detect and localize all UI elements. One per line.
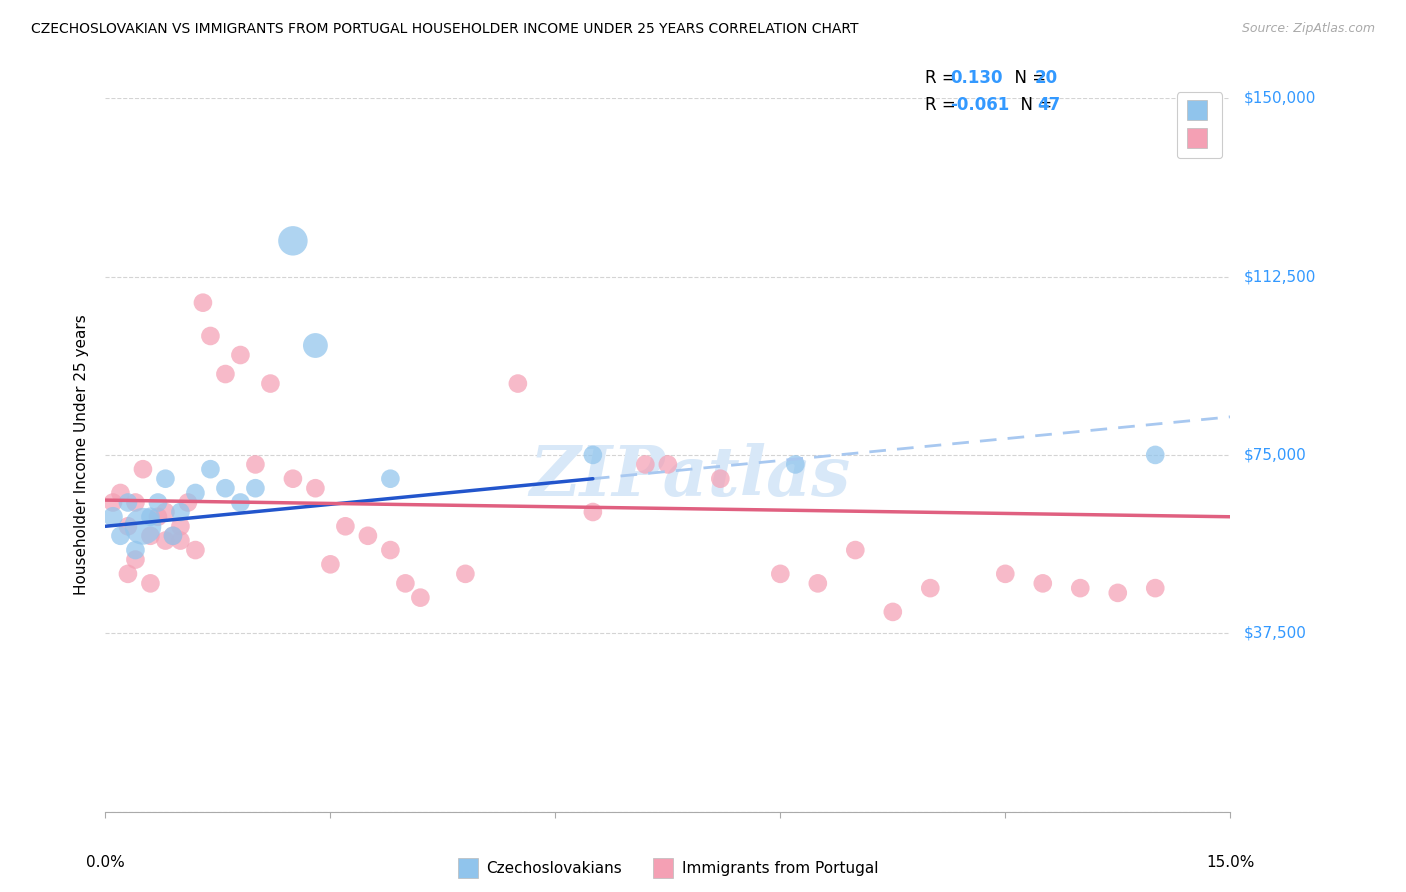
Text: 0.130: 0.130: [950, 70, 1002, 87]
Point: [200, 329, 222, 343]
Point: [184, 543, 207, 558]
Point: [380, 543, 402, 558]
Point: [177, 495, 200, 509]
Point: [394, 576, 416, 591]
Text: $150,000: $150,000: [1244, 91, 1316, 105]
Point: [155, 533, 177, 548]
Point: [357, 529, 380, 543]
Point: [506, 376, 529, 391]
Point: [582, 448, 605, 462]
Text: 20: 20: [1035, 70, 1057, 87]
Point: [200, 462, 222, 476]
Point: [169, 505, 191, 519]
Point: [281, 472, 304, 486]
Point: [184, 486, 207, 500]
Point: [169, 533, 191, 548]
Legend: Czechoslovakians, Immigrants from Portugal: Czechoslovakians, Immigrants from Portug…: [451, 855, 884, 882]
Text: $37,500: $37,500: [1244, 626, 1308, 640]
Y-axis label: Householder Income Under 25 years: Householder Income Under 25 years: [75, 315, 90, 595]
Point: [214, 367, 236, 381]
Text: R =: R =: [925, 70, 962, 87]
Text: -0.061: -0.061: [950, 96, 1010, 114]
Point: [146, 495, 169, 509]
Text: Source: ZipAtlas.com: Source: ZipAtlas.com: [1241, 22, 1375, 36]
Point: [229, 348, 252, 362]
Point: [169, 519, 191, 533]
Point: [124, 495, 146, 509]
Point: [409, 591, 432, 605]
Point: [582, 505, 605, 519]
Point: [124, 543, 146, 558]
Point: [245, 481, 267, 495]
Point: [1144, 448, 1167, 462]
Point: [1069, 581, 1091, 595]
Point: [146, 509, 169, 524]
Point: [281, 234, 304, 248]
Point: [769, 566, 792, 581]
Point: [132, 462, 155, 476]
Point: [110, 486, 132, 500]
Text: 0.0%: 0.0%: [86, 855, 125, 870]
Point: [304, 338, 326, 352]
Point: [1144, 581, 1167, 595]
Point: [920, 581, 942, 595]
Point: [994, 566, 1017, 581]
Point: [139, 529, 162, 543]
Text: N =: N =: [1004, 70, 1052, 87]
Text: ZIPatlas: ZIPatlas: [530, 442, 851, 510]
Point: [101, 509, 124, 524]
Point: [162, 529, 184, 543]
Point: [304, 481, 326, 495]
Point: [335, 519, 357, 533]
Point: [162, 529, 184, 543]
Point: [882, 605, 904, 619]
Point: [319, 558, 342, 572]
Point: [709, 472, 731, 486]
Point: [380, 472, 402, 486]
Point: [110, 529, 132, 543]
Point: [229, 495, 252, 509]
Point: [101, 495, 124, 509]
Point: [807, 576, 830, 591]
Point: [117, 566, 139, 581]
Point: [259, 376, 281, 391]
Point: [117, 495, 139, 509]
Point: [132, 519, 155, 533]
Text: $75,000: $75,000: [1244, 448, 1308, 462]
Point: [155, 505, 177, 519]
Point: [844, 543, 866, 558]
Text: $112,500: $112,500: [1244, 269, 1316, 284]
Text: 15.0%: 15.0%: [1206, 855, 1254, 870]
Text: N =: N =: [1010, 96, 1057, 114]
Point: [245, 458, 267, 472]
Point: [124, 552, 146, 566]
Point: [214, 481, 236, 495]
Point: [117, 519, 139, 533]
Point: [634, 458, 657, 472]
Point: [1032, 576, 1054, 591]
Point: [454, 566, 477, 581]
Point: [139, 509, 162, 524]
Text: 47: 47: [1038, 96, 1062, 114]
Text: CZECHOSLOVAKIAN VS IMMIGRANTS FROM PORTUGAL HOUSEHOLDER INCOME UNDER 25 YEARS CO: CZECHOSLOVAKIAN VS IMMIGRANTS FROM PORTU…: [31, 22, 859, 37]
Point: [139, 576, 162, 591]
Text: R =: R =: [925, 96, 962, 114]
Point: [657, 458, 679, 472]
Point: [1107, 586, 1129, 600]
Point: [191, 295, 214, 310]
Point: [785, 458, 807, 472]
Point: [155, 472, 177, 486]
